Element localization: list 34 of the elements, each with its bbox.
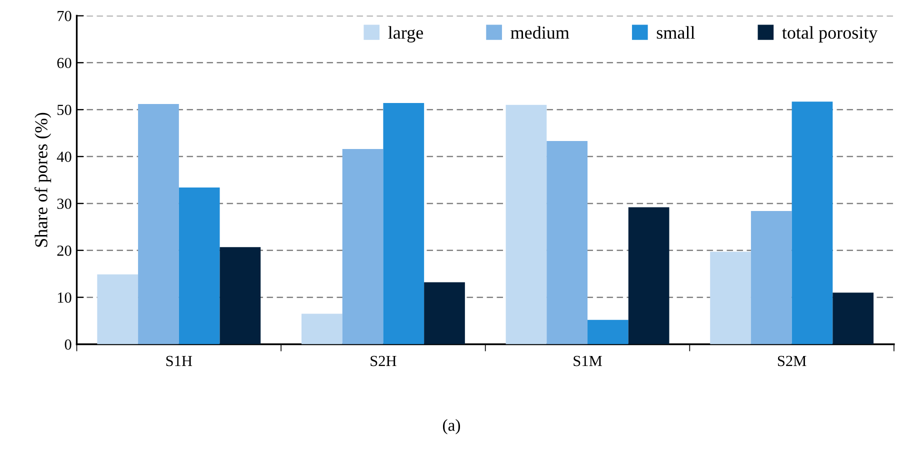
bar [628,207,670,344]
text: (a) [442,419,460,434]
bar [342,149,384,344]
legend-label: total porosity [782,26,878,43]
y-tick-label: 60 [57,58,72,68]
y-axis-title: Share of pores (%) [34,112,52,247]
bar [301,314,342,344]
x-tick-label: S2M [778,356,806,366]
x-tick-label: S2H [370,356,396,366]
x-tick-label: S1M [574,356,602,366]
y-tick-label: 40 [56,152,72,162]
bar [138,104,179,344]
bar [588,320,628,344]
x-tick-label: S1H [166,356,192,366]
bar [178,188,220,344]
bar [220,247,261,344]
legend-label: small [656,26,695,39]
bar [383,103,424,344]
bar [832,292,874,344]
y-tick-label: 20 [57,246,72,256]
y-tick-label: 30 [57,198,72,209]
bar [506,104,547,344]
bar [750,210,792,344]
bar [792,102,833,344]
y-tick-label: 50 [58,104,72,116]
y-tick-label: 70 [58,10,72,22]
y-tick-label: 0 [64,339,72,350]
bar [424,282,465,344]
bar [546,141,588,344]
bar [97,274,138,344]
y-tick-label: 10 [58,292,72,303]
legend-label: large [388,26,424,43]
legend-label: medium [510,26,570,39]
bar [710,252,751,344]
